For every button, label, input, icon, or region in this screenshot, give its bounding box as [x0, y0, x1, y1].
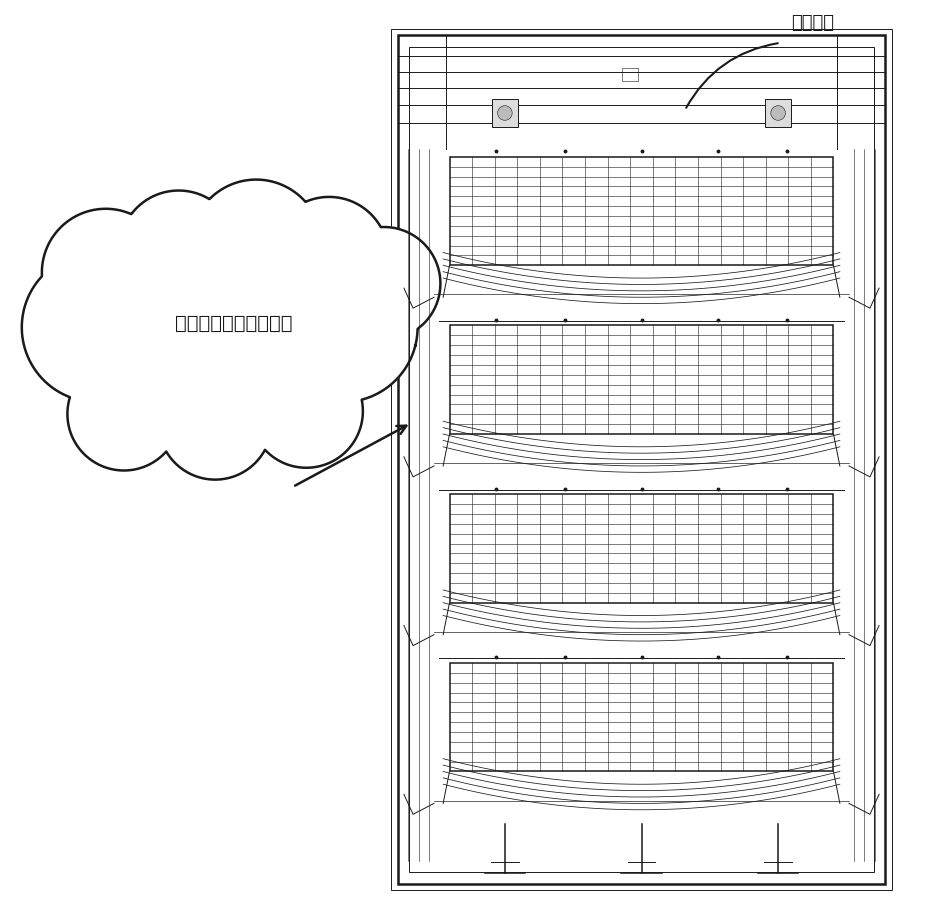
Text: 喂料行车: 喂料行车	[791, 14, 834, 32]
Bar	[450, 158, 834, 266]
Circle shape	[22, 253, 171, 403]
Circle shape	[159, 367, 272, 480]
Circle shape	[771, 107, 786, 121]
Bar	[492, 100, 518, 128]
Bar	[450, 326, 834, 435]
Text: 喂料行车自动控制系统: 喂料行车自动控制系统	[175, 314, 292, 333]
Bar	[765, 100, 790, 128]
Circle shape	[249, 355, 363, 468]
Bar	[450, 663, 834, 772]
Circle shape	[270, 198, 389, 316]
Polygon shape	[22, 180, 440, 480]
Circle shape	[268, 253, 418, 403]
Circle shape	[498, 107, 512, 121]
Bar	[450, 495, 834, 603]
Circle shape	[327, 228, 440, 341]
Bar	[391, 30, 892, 890]
Circle shape	[41, 210, 169, 337]
Bar	[409, 48, 873, 872]
Bar	[622, 69, 638, 82]
Circle shape	[68, 358, 181, 471]
Circle shape	[190, 180, 322, 312]
Circle shape	[120, 191, 238, 310]
Bar	[397, 36, 885, 884]
Circle shape	[126, 248, 305, 426]
